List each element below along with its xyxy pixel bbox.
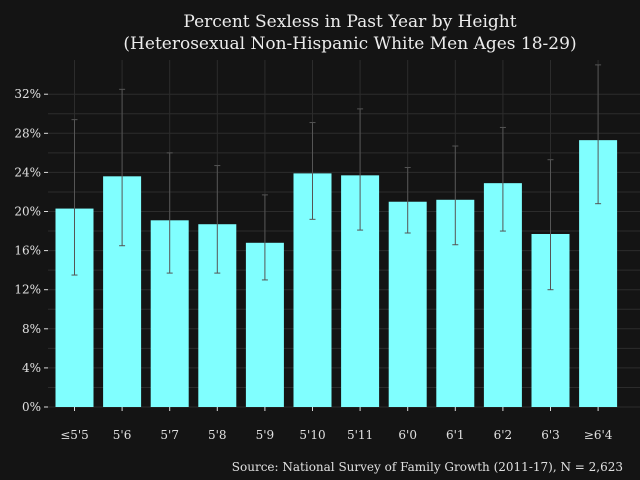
x-tick-label: ≥6'4: [584, 428, 613, 442]
x-tick-label: 5'6: [113, 428, 132, 442]
error-bar: [404, 167, 411, 234]
error-bar: [595, 64, 602, 205]
y-tick-label: 4%: [22, 361, 41, 375]
y-axis: 0% 4% 8% 12% 16% 20% 24% 28% 32%: [14, 87, 48, 414]
chart-title: Percent Sexless in Past Year by Height: [183, 12, 516, 32]
error-bar: [166, 152, 173, 274]
y-tick-label: 20%: [14, 205, 41, 219]
error-bar: [261, 194, 268, 281]
x-tick-label: 5'8: [208, 428, 227, 442]
x-axis: ≤5'5 5'6 5'7 5'8 5'9 5'10 5'11 6'0 6'1 6'2 6'3 ≥6'4: [60, 407, 613, 442]
x-tick-label: 5'11: [347, 428, 373, 442]
x-tick-label: 5'7: [160, 428, 179, 442]
y-tick-label: 16%: [14, 244, 41, 258]
error-bar: [452, 145, 459, 246]
y-tick-label: 24%: [14, 165, 41, 179]
y-tick-label: 0%: [22, 400, 41, 414]
y-tick-label: 12%: [14, 283, 41, 297]
error-bar: [71, 119, 78, 276]
y-tick-label: 8%: [22, 322, 41, 336]
error-bar: [547, 159, 554, 291]
error-bar: [499, 126, 506, 232]
x-tick-label: 6'3: [541, 428, 560, 442]
x-tick-label: 5'9: [256, 428, 275, 442]
x-tick-label: ≤5'5: [60, 428, 89, 442]
x-tick-label: 6'0: [398, 428, 417, 442]
error-bar: [119, 88, 126, 247]
x-tick-label: 6'1: [446, 428, 465, 442]
source-note: Source: National Survey of Family Growth…: [232, 460, 623, 474]
chart-subtitle: (Heterosexual Non-Hispanic White Men Age…: [123, 34, 576, 54]
y-tick-label: 32%: [14, 87, 41, 101]
bar: [388, 201, 427, 407]
x-tick-label: 6'2: [494, 428, 513, 442]
error-bar: [357, 108, 364, 231]
x-tick-label: 5'10: [299, 428, 325, 442]
bars: [55, 140, 618, 408]
error-bar: [309, 122, 316, 220]
error-bar: [214, 165, 221, 274]
y-tick-label: 28%: [14, 126, 41, 140]
error-bars: [71, 64, 602, 291]
